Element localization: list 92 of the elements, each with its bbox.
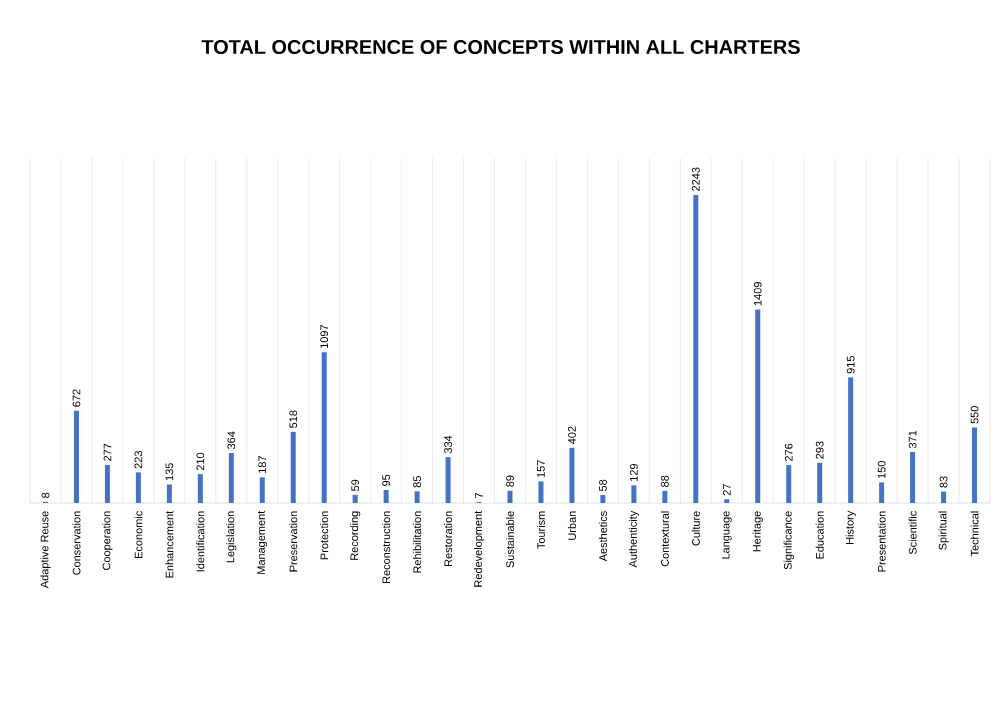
data-label: 129 [630,464,638,481]
x-tick-label: Legislation [226,511,237,563]
bar [414,491,420,503]
bar [600,495,606,503]
chart-title: TOTAL OCCURRENCE OF CONCEPTS WITHIN ALL CHARTERS [201,39,800,55]
x-tick-label: Identification [196,511,205,572]
x-tick-label: Redevelopment [473,510,485,587]
bar [73,410,79,503]
bar [569,447,575,503]
data-label: 135 [165,463,174,481]
data-label: 210 [196,452,205,471]
bar [352,494,358,503]
bar [972,427,978,503]
data-label: 402 [568,426,576,445]
bar [135,472,141,503]
data-label: 7 [475,492,483,498]
data-label: 276 [784,443,793,462]
data-label: 85 [413,476,421,488]
x-tick-label: Recording [350,511,361,560]
data-label: 2243 [691,167,700,191]
data-label: 915 [846,356,855,374]
bar [631,485,637,503]
data-label: 518 [289,410,298,428]
data-label: 364 [227,431,236,450]
x-tick-label: Authenticity [628,510,639,568]
bar [786,465,792,503]
x-tick-label: Spiritual [938,511,949,550]
x-tick-label: Scientific [908,511,917,555]
bar [166,484,172,503]
data-label: 157 [537,460,545,478]
x-tick-label: Restoration [444,511,453,566]
x-tick-label: Technical [970,511,979,557]
x-tick-label: Protection [320,511,329,560]
data-label: 187 [258,456,267,473]
data-label: 150 [877,461,886,479]
bar [817,462,823,503]
bar [538,481,544,503]
x-tick-label: Significance [783,511,794,570]
x-tick-label: Contextural [660,511,669,567]
x-tick-label: Language [721,511,732,559]
x-tick-label: Urban [567,511,576,540]
x-tick-label: Rehibilitation [413,511,422,573]
data-label: 277 [103,443,112,461]
bar [445,457,451,503]
bar [104,464,110,503]
x-tick-label: Enhancement [165,510,174,578]
bar [724,499,730,503]
bar [693,194,699,503]
data-label: 58 [599,479,607,492]
x-tick-label: Tourism [536,511,545,549]
data-label: 27 [722,484,731,496]
data-label: 223 [134,451,143,469]
bar [910,452,916,503]
data-label: 89 [506,475,514,487]
bar [259,477,265,503]
bar [755,309,761,503]
data-label: 8 [41,492,50,498]
data-label: 371 [908,430,917,449]
bar [321,352,327,503]
data-label: 59 [351,479,360,491]
bar [879,482,885,503]
x-tick-label: Adaptive Reuse [40,511,51,589]
x-tick-label: Conservation [72,511,81,575]
x-tick-label: Aesthetics [598,511,607,562]
data-label: 95 [382,474,391,486]
data-label: 550 [970,406,979,424]
bar [941,491,947,503]
bar [383,489,389,503]
x-tick-label: Management [257,510,268,574]
data-label: 83 [939,476,948,488]
data-label: 1097 [320,325,329,348]
bar [290,431,296,503]
x-tick-label: Cooperation [102,511,113,570]
data-label: 293 [815,441,824,459]
bar [228,453,234,503]
x-tick-label: Heritage [752,511,763,552]
data-label: 334 [444,435,452,454]
bar [197,474,203,503]
x-tick-label: Culture [691,511,700,546]
x-tick-label: Preservation [289,511,298,572]
data-label: 672 [72,389,81,407]
data-label: 1409 [753,282,762,306]
x-tick-label: Economic [134,511,143,558]
x-tick-label: Reconstruction [382,511,391,583]
bar [507,490,513,503]
data-label: 88 [660,475,669,487]
x-tick-label: Education [815,511,824,559]
x-tick-label: Sustainable [505,511,515,568]
x-tick-label: Presentation [877,511,886,572]
x-tick-label: History [845,510,856,544]
bar [848,377,854,503]
bar [662,490,668,503]
